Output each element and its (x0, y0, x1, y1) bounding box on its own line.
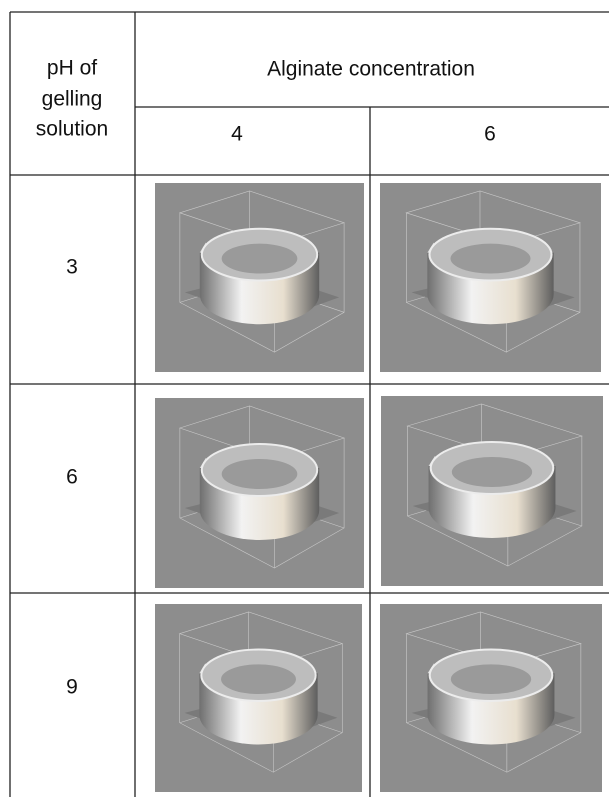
row-label: 9 (66, 676, 78, 699)
surface-plot (155, 604, 362, 792)
surface-plot (380, 604, 602, 792)
surface-plot (380, 183, 601, 372)
row-header: solution (36, 118, 108, 141)
column-group-header: Alginate concentration (267, 58, 475, 81)
row-label: 6 (66, 466, 78, 489)
row-header: gelling (42, 88, 103, 111)
column-header: 4 (231, 123, 243, 146)
row-label: 3 (66, 256, 78, 279)
surface-plot (155, 398, 364, 588)
surface-plot (381, 396, 603, 586)
column-header: 6 (484, 123, 496, 146)
surface-plot (155, 183, 364, 372)
row-header: pH of (47, 57, 97, 80)
